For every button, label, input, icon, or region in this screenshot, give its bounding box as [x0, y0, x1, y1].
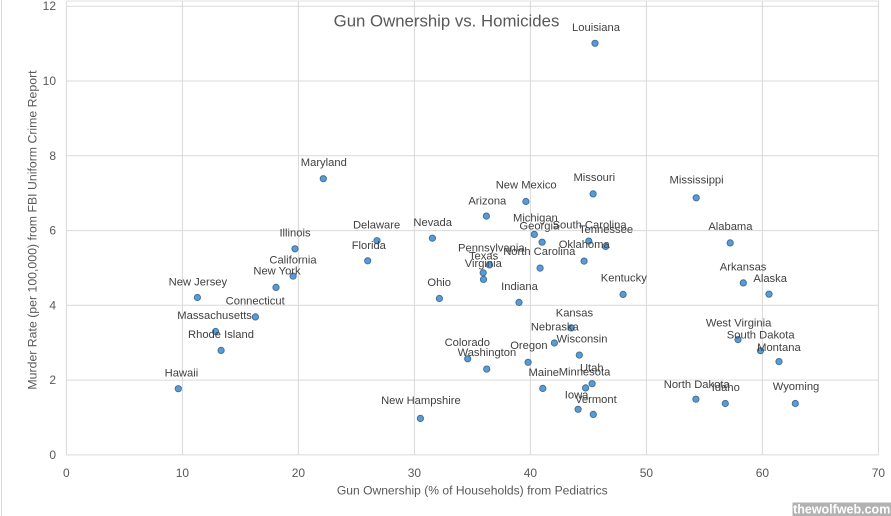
svg-text:Kansas: Kansas: [556, 307, 594, 319]
svg-text:0: 0: [63, 466, 70, 480]
svg-text:North Dakota: North Dakota: [664, 379, 731, 391]
svg-text:Illinois: Illinois: [279, 227, 310, 239]
svg-text:Ohio: Ohio: [427, 277, 451, 289]
svg-text:Mississippi: Mississippi: [670, 174, 724, 186]
svg-text:New Mexico: New Mexico: [496, 180, 557, 192]
svg-text:Arkansas: Arkansas: [720, 262, 767, 274]
svg-text:Kentucky: Kentucky: [601, 273, 647, 285]
svg-text:Utah: Utah: [580, 363, 604, 375]
svg-text:50: 50: [640, 466, 654, 480]
svg-text:0: 0: [49, 448, 56, 462]
svg-text:New York: New York: [253, 266, 301, 278]
svg-text:Minnesota: Minnesota: [559, 367, 611, 379]
svg-text:Virginia: Virginia: [465, 258, 503, 270]
svg-text:30: 30: [408, 466, 422, 480]
svg-text:Washington: Washington: [458, 347, 517, 359]
svg-text:Maine: Maine: [529, 367, 559, 379]
svg-text:Michigan: Michigan: [513, 213, 558, 225]
svg-text:Nebraska: Nebraska: [531, 322, 580, 334]
svg-text:Missouri: Missouri: [573, 172, 615, 184]
svg-text:10: 10: [176, 466, 190, 480]
svg-text:Oklahoma: Oklahoma: [559, 239, 611, 251]
svg-text:Louisiana: Louisiana: [572, 22, 621, 34]
svg-text:Alaska: Alaska: [753, 273, 787, 285]
svg-text:Nevada: Nevada: [413, 217, 452, 229]
svg-text:20: 20: [292, 466, 306, 480]
svg-text:New Jersey: New Jersey: [169, 277, 228, 289]
svg-text:4: 4: [49, 298, 56, 312]
svg-text:Indiana: Indiana: [501, 281, 538, 293]
svg-text:Alabama: Alabama: [708, 221, 753, 233]
svg-text:Wyoming: Wyoming: [773, 381, 820, 393]
svg-text:thewolfweb.com: thewolfweb.com: [793, 503, 890, 516]
svg-text:West Virginia: West Virginia: [706, 318, 772, 330]
svg-text:Colorado: Colorado: [445, 337, 490, 349]
svg-text:60: 60: [756, 466, 770, 480]
svg-text:Maryland: Maryland: [301, 157, 347, 169]
svg-text:New Hampshire: New Hampshire: [381, 395, 461, 407]
svg-text:Iowa: Iowa: [565, 389, 589, 401]
svg-text:6: 6: [49, 224, 56, 238]
svg-text:Arizona: Arizona: [468, 195, 507, 207]
svg-text:8: 8: [49, 149, 56, 163]
svg-text:10: 10: [43, 74, 57, 88]
svg-text:Montana: Montana: [757, 342, 801, 354]
svg-text:Florida: Florida: [352, 240, 387, 252]
svg-text:Texas: Texas: [469, 251, 499, 263]
svg-text:Hawaii: Hawaii: [165, 367, 199, 379]
svg-text:California: California: [269, 254, 317, 266]
svg-text:Gun Ownership vs. Homicides: Gun Ownership vs. Homicides: [334, 11, 560, 30]
svg-text:Pennsylvania: Pennsylvania: [458, 243, 525, 255]
svg-text:Tennessee: Tennessee: [579, 224, 633, 236]
svg-text:Rhode Island: Rhode Island: [188, 329, 254, 341]
svg-text:North Carolina: North Carolina: [503, 246, 576, 258]
svg-text:70: 70: [872, 466, 886, 480]
svg-text:Delaware: Delaware: [353, 220, 400, 232]
svg-text:Massachusetts: Massachusetts: [177, 310, 252, 322]
svg-text:Connecticut: Connecticut: [226, 295, 286, 307]
svg-text:Idaho: Idaho: [712, 382, 740, 394]
svg-text:South Carolina: South Carolina: [553, 220, 628, 232]
svg-text:Georgia: Georgia: [519, 220, 560, 232]
svg-text:Oregon: Oregon: [510, 340, 547, 352]
svg-text:2: 2: [49, 373, 56, 387]
svg-text:Gun Ownership (% of Households: Gun Ownership (% of Households) from Ped…: [337, 483, 608, 497]
svg-text:Vermont: Vermont: [575, 394, 618, 406]
svg-text:40: 40: [524, 466, 538, 480]
svg-text:South Dakota: South Dakota: [727, 329, 796, 341]
svg-text:Wisconsin: Wisconsin: [557, 334, 608, 346]
svg-text:Murder Rate (per 100,000) from: Murder Rate (per 100,000) from FBI Unifo…: [26, 70, 40, 390]
svg-text:12: 12: [43, 0, 57, 13]
